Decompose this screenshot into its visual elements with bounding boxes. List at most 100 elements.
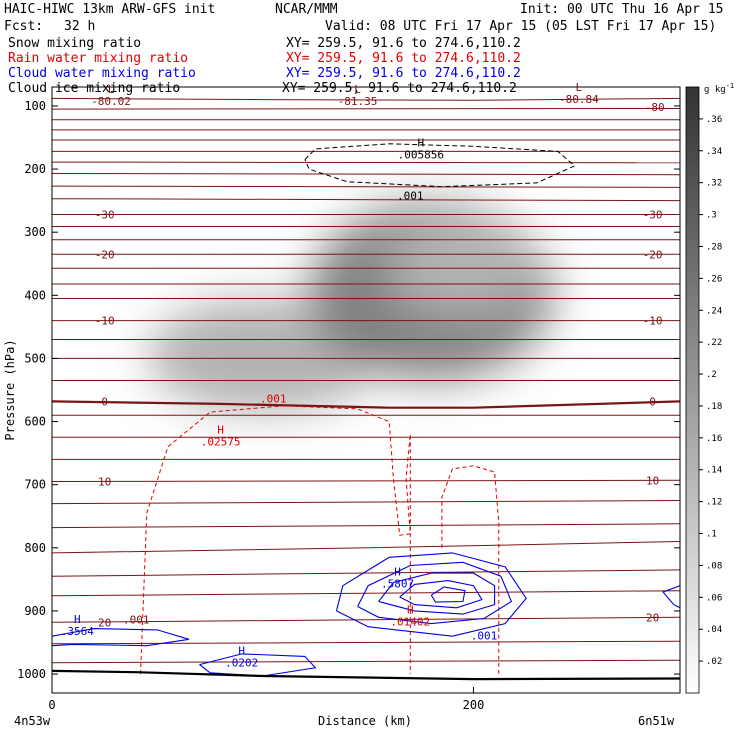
field-xy-snow: XY= 259.5, 91.6 to 274.6,110.2: [286, 36, 521, 51]
isotherm-label-left-25: 10: [98, 476, 111, 489]
y-axis-title: Pressure (hPa): [3, 339, 17, 440]
rain-contour-1: [441, 465, 500, 675]
y-tick-label-5: 600: [24, 415, 46, 429]
colorbar-tick-label-11: .24: [706, 306, 722, 316]
extremum-value-4: .02575: [201, 436, 241, 449]
contour-label-3: .001: [471, 629, 498, 642]
isotherm-line-29: [52, 569, 680, 577]
isotherm-line-28: [52, 541, 680, 554]
x-axis-title: Distance (km): [318, 714, 412, 728]
isotherm-line-7: [52, 173, 680, 176]
colorbar-tick-label-15: .32: [706, 179, 722, 189]
colorbar-gradient: [685, 86, 700, 694]
rain-contour-0: [140, 405, 411, 675]
snow-shading: [146, 203, 554, 413]
isotherm-line-1: [52, 108, 680, 110]
field-name-rain: Rain water mixing ratio: [8, 51, 188, 66]
colorbar-tick-label-10: .22: [706, 338, 722, 348]
y-tick-label-1: 200: [24, 162, 46, 176]
init-time: Init: 00 UTC Thu 16 Apr 15: [520, 2, 724, 17]
field-xy-cloud-ice: XY= 259.5, 91.6 to 274.6,110.2: [282, 81, 517, 96]
extremum-value-5: .5807: [381, 578, 414, 591]
cloud-water-contour-2: [378, 572, 496, 615]
extremum-mark-7: H: [74, 613, 81, 626]
colorbar-tick-label-14: .3: [706, 211, 717, 221]
extremum-value-1: -81.35: [338, 95, 378, 108]
colorbar-tick-label-4: .1: [706, 530, 717, 540]
org-label: NCAR/MMM: [275, 2, 338, 17]
isotherm-label-right-31: 20: [646, 611, 659, 624]
extremum-mark-8: H: [238, 645, 245, 658]
isotherm-label-right-25: 10: [646, 474, 659, 487]
cloud-water-contour-3: [399, 580, 483, 609]
isotherm-line-27: [52, 523, 680, 529]
forecast-hours: 32 h: [64, 19, 95, 34]
field-xy-rain: XY= 259.5, 91.6 to 274.6,110.2: [286, 51, 521, 66]
isotherm-line-31: [52, 616, 680, 623]
colorbar-tick-label-13: .28: [706, 242, 722, 252]
isotherm-label-left-10: -30: [95, 209, 115, 222]
colorbar-tick-label-8: .18: [706, 402, 722, 412]
right-endpoint-label: 6n51w: [638, 714, 675, 728]
extremum-value-7: .3564: [61, 625, 94, 638]
cloud-water-contour-1: [357, 561, 513, 625]
extremum-mark-6: H: [407, 604, 414, 617]
field-name-cloud-water: Cloud water mixing ratio: [8, 66, 196, 81]
isotherm-line-25: [52, 479, 680, 482]
extremum-mark-2: L: [576, 81, 583, 94]
extremum-value-2: -80.84: [559, 93, 599, 106]
colorbar-tick-label-12: .26: [706, 274, 722, 284]
contour-label-1: .001: [260, 393, 287, 406]
colorbar-tick-label-1: .04: [706, 625, 722, 635]
colorbar-tick-label-5: .12: [706, 498, 722, 508]
isotherm-label-left-17: -10: [95, 315, 115, 328]
extremum-mark-1: L: [354, 83, 361, 96]
y-tick-label-2: 300: [24, 225, 46, 239]
colorbar-tick-label-3: .08: [706, 561, 722, 571]
x-tick-label-0: 0: [48, 698, 55, 712]
field-name-snow: Snow mixing ratio: [8, 36, 141, 51]
forecast-label: Fcst:: [4, 19, 43, 34]
colorbar-unit: g kg-1: [704, 82, 734, 95]
field-xy-cloud-water: XY= 259.5, 91.6 to 274.6,110.2: [286, 66, 521, 81]
field-name-cloud-ice: Cloud ice mixing ratio: [8, 81, 180, 96]
isotherm-line-8: [52, 185, 680, 188]
isotherm-label-left-13: -20: [95, 248, 115, 261]
isotherm-label-right-13: -20: [643, 248, 663, 261]
colorbar-tick-label-2: .06: [706, 593, 722, 603]
rain-water-contours: [140, 405, 500, 675]
cloud-water-contour-6: [199, 653, 317, 677]
cloud-water-contour-5: [52, 628, 190, 647]
colorbar-tick-label-0: .02: [706, 657, 722, 667]
isotherm-line-30: [52, 590, 680, 597]
y-tick-label-7: 800: [24, 541, 46, 555]
isotherm-label-right-10: -30: [643, 209, 663, 222]
cloud-ice-contours: [304, 143, 576, 188]
isotherm-line-32: [52, 640, 680, 645]
cloud-ice-contour: [304, 143, 576, 188]
y-tick-label-0: 100: [24, 99, 46, 113]
x-tick-label-1: 200: [463, 698, 485, 712]
isotherm-contours: [52, 97, 680, 664]
cloud-water-contour-4: [430, 586, 466, 603]
isotherm-line-26: [52, 500, 680, 505]
colorbar-tick-label-7: .16: [706, 434, 722, 444]
left-endpoint-label: 4n53w: [14, 714, 51, 728]
isotherm-line-21: [52, 400, 680, 409]
extremum-mark-0: L: [108, 83, 115, 96]
cloud-water-contour-7: [662, 585, 680, 609]
extremum-mark-3: H: [417, 136, 424, 149]
isotherm-line-0: [52, 97, 680, 101]
cloud-water-contour-0: [335, 552, 527, 637]
y-tick-label-8: 900: [24, 604, 46, 618]
isotherm-label-top: -80: [645, 101, 665, 114]
extremum-value-3: .005856: [398, 148, 444, 161]
colorbar-tick-label-6: .14: [706, 466, 722, 476]
contour-label-0: .001: [397, 189, 424, 202]
isotherm-line-33: [52, 659, 680, 664]
valid-time: Valid: 08 UTC Fri 17 Apr 15 (05 LST Fri …: [325, 19, 716, 34]
ground-surface: [52, 669, 680, 681]
